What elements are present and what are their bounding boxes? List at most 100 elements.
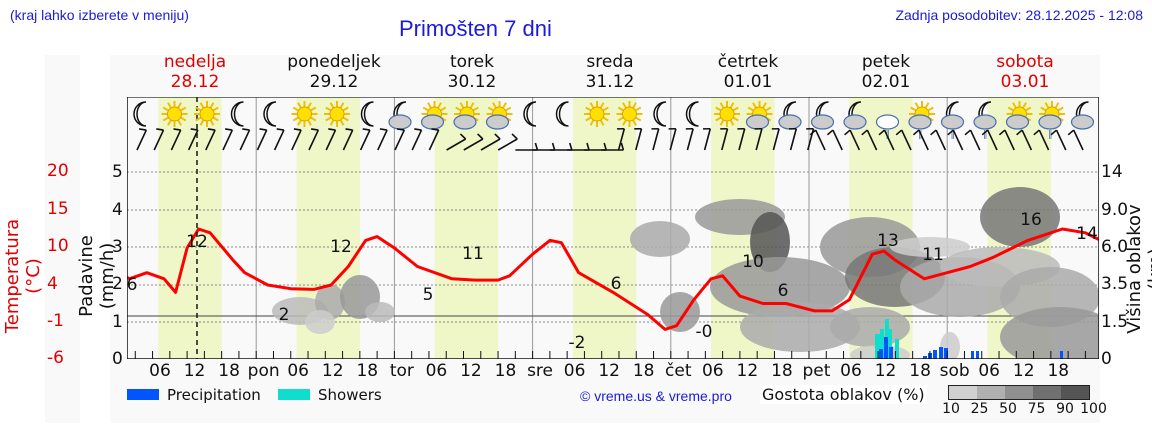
- svg-text:6: 6: [611, 274, 622, 294]
- moon-icon: [685, 101, 699, 127]
- wind-barb-icon: [1050, 129, 1067, 151]
- svg-text:11: 11: [922, 245, 944, 265]
- x-tick: pet: [802, 361, 831, 381]
- sun-cloud-icon: [420, 101, 448, 130]
- temp-tick: 4: [47, 274, 58, 294]
- cloud-density-swatch: [949, 386, 977, 399]
- sun-cloud-icon: [453, 101, 480, 130]
- wind-barb-icon: [964, 129, 981, 151]
- day-date: 29.12: [309, 72, 359, 92]
- precip-tick: 5: [112, 162, 123, 182]
- moon-rain-cloud-icon: ‖: [973, 101, 997, 140]
- x-tick: 12: [183, 361, 206, 381]
- rain-cloud-icon: ‖: [875, 114, 900, 140]
- moon-cloud-icon: [843, 101, 867, 130]
- day-header-2: torek 30.12: [448, 52, 497, 92]
- temp-tick: -1: [47, 311, 64, 331]
- moon-cloud-icon: [810, 101, 835, 130]
- wind-barb-icon: [789, 127, 798, 151]
- wind-barb-icon: [771, 127, 780, 151]
- day-header-3: sreda 31.12: [586, 52, 635, 92]
- svg-text:-2: -2: [569, 333, 586, 353]
- cloud-density-tick: 10: [942, 401, 960, 417]
- sun-icon: [616, 101, 643, 127]
- temp-tick: 20: [47, 161, 69, 181]
- wind-barb-icon: [947, 129, 964, 151]
- wind-barb-icon: [601, 142, 625, 151]
- sun-cloud-icon: [1005, 101, 1033, 130]
- day-date: 28.12: [170, 72, 220, 92]
- last-updated: Zadnja posodobitev: 28.12.2025 - 12:08: [895, 7, 1143, 23]
- moon-cloud-icon: [1070, 101, 1095, 130]
- cloud-density-swatch: [1033, 386, 1061, 399]
- x-tick: 06: [425, 361, 448, 381]
- x-tick: 12: [736, 361, 759, 381]
- wind-barb-icon: [359, 128, 371, 151]
- wind-barb-icon: [463, 133, 484, 151]
- day-date: 02.01: [861, 72, 911, 92]
- svg-text:5: 5: [423, 285, 434, 305]
- cloud-density-swatch: [1005, 386, 1033, 399]
- cloud-density-tick: 100: [1080, 401, 1107, 417]
- moon-icon: [230, 101, 244, 127]
- sun-icon: [584, 101, 610, 127]
- x-tick: 06: [149, 361, 171, 381]
- wind-barb-icon: [480, 133, 501, 151]
- x-tick: 18: [909, 361, 931, 381]
- moon-cloud-icon: [778, 101, 802, 130]
- sun-rain-cloud-icon: ‖: [908, 101, 935, 140]
- cloud-height-axis-label: Višina oblakov (km): [1124, 204, 1152, 334]
- svg-text:-0: -0: [696, 322, 713, 342]
- wind-barb-icon: [428, 128, 440, 151]
- copyright-link[interactable]: © vreme.us & vreme.pro: [580, 388, 732, 404]
- wind-barb-icon: [720, 127, 729, 151]
- wind-barb-icon: [826, 129, 843, 151]
- sun-icon: [324, 101, 350, 127]
- showers-swatch: [278, 389, 310, 400]
- cloud-density-tick: 50: [999, 401, 1017, 417]
- svg-text:‖: ‖: [951, 130, 956, 140]
- x-tick: 12: [460, 361, 482, 381]
- x-tick: 06: [287, 361, 310, 381]
- x-tick: 12: [321, 361, 344, 381]
- day-date: 31.12: [585, 72, 635, 92]
- cloud-density-swatch: [977, 386, 1005, 399]
- wind-barb-icon: [325, 128, 337, 151]
- day-header-1: ponedeljek 29.12: [287, 52, 380, 92]
- wind-barb-icon: [394, 128, 406, 151]
- day-header-5: petek 02.01: [862, 52, 911, 92]
- wind-barb-icon: [170, 128, 182, 151]
- sun-icon: [291, 101, 318, 127]
- cloud-density-label: Gostota oblakov (%): [760, 385, 927, 404]
- x-tick: 18: [494, 361, 517, 381]
- wind-barb-icon: [895, 129, 912, 151]
- moon-icon: [360, 101, 374, 127]
- x-tick: 18: [218, 361, 240, 381]
- day-name: torek: [449, 52, 494, 72]
- x-tick: 06: [840, 361, 862, 381]
- wind-barb-icon: [187, 128, 199, 151]
- precipitation-swatch: [127, 389, 159, 400]
- svg-text:11: 11: [462, 244, 484, 264]
- temperature-axis-panel: [45, 55, 80, 423]
- cloud-height-tick: 6.0: [1101, 237, 1129, 257]
- wind-barb-icon: [703, 127, 712, 151]
- wind-barb-icon: [685, 127, 694, 151]
- temp-tick: 10: [47, 236, 69, 256]
- temperature-axis-label: Temperatura (°C): [2, 218, 44, 334]
- wind-barb-icon: [1067, 129, 1084, 151]
- svg-text:6: 6: [127, 275, 137, 295]
- moon-rain-cloud-icon: ‖: [940, 101, 965, 140]
- sun-cloud-icon: [745, 101, 773, 130]
- moon-icon: [133, 101, 147, 127]
- wind-barb-icon: [411, 128, 423, 151]
- wind-barb-icon: [1033, 129, 1050, 151]
- wind-barb-icon: [930, 129, 947, 151]
- svg-text:16: 16: [1020, 210, 1042, 230]
- wind-barb-row: [136, 127, 1084, 151]
- wind-barb-icon: [205, 128, 216, 151]
- wind-barb-icon: [912, 129, 929, 151]
- precip-tick: 1: [112, 312, 123, 332]
- cloud-height-tick: 14: [1101, 162, 1123, 182]
- precip-tick: 3: [112, 237, 123, 257]
